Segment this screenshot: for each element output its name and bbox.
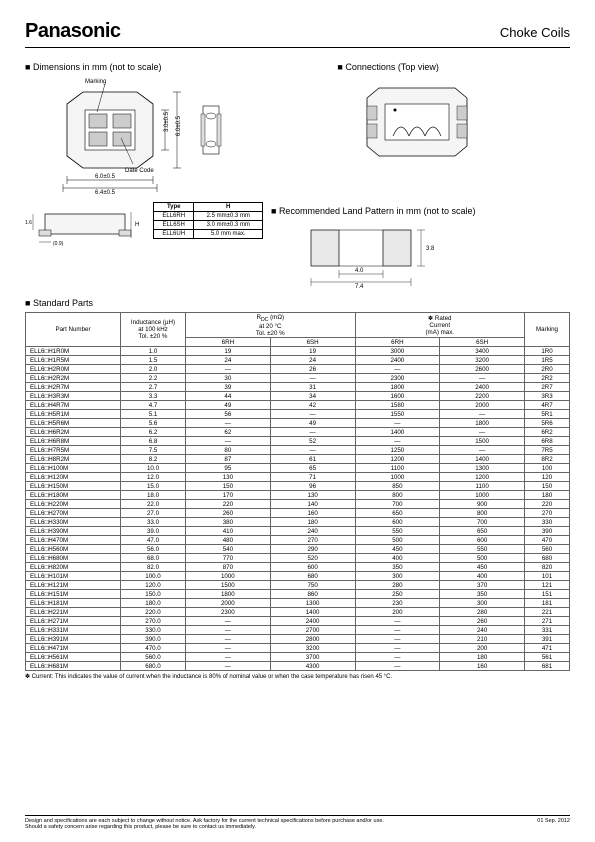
table-row: ELL6□H470M47.0480270500600470 xyxy=(26,536,570,545)
table-row: ELL6□H180M18.01701308001000180 xyxy=(26,491,570,500)
table-row: ELL6□H4R7M4.74942158020004R7 xyxy=(26,401,570,410)
table-row: ELL6□H120M12.01307110001200120 xyxy=(26,473,570,482)
col-marking: Marking xyxy=(525,313,570,347)
dim-h-outer: 6.0±0.5 xyxy=(176,115,182,136)
table-row: ELL6□H5R6M5.6—49—18005R6 xyxy=(26,419,570,428)
table-row: ELL6□H121M120.01500750280370121 xyxy=(26,581,570,590)
page-title: Choke Coils xyxy=(500,25,570,40)
land-w-inner: 4.0 xyxy=(355,268,364,274)
svg-text:H: H xyxy=(135,222,139,228)
land-h: 3.8 xyxy=(426,246,435,252)
table-row: ELL6□H5R1M5.156—1550—5R1 xyxy=(26,410,570,419)
col-inductance: Inductance (µH)at 100 kHzTol. ±20 % xyxy=(121,313,186,347)
table-row: ELL6□H151M150.01800860250350151 xyxy=(26,590,570,599)
table-row: ELL6□H561M560.0—3700—180561 xyxy=(26,653,570,662)
page-header: Panasonic Choke Coils xyxy=(25,20,570,48)
table-row: ELL6□H150M15.0150968501100150 xyxy=(26,482,570,491)
table-row: ELL6□H8R2M8.28761120014008R2 xyxy=(26,455,570,464)
current-footnote: ✽ Current: This indicates the value of c… xyxy=(25,673,570,680)
col-rated: ✽ RatedCurrent(mA) max. xyxy=(355,313,525,338)
table-row: ELL6□H560M56.0540290450550560 xyxy=(26,545,570,554)
h-dimension-table: TypeH ELL6RH2.5 mm±0.3 mm ELL6SH3.0 mm±0… xyxy=(153,202,263,239)
dim-w-outer: 6.4±0.5 xyxy=(95,190,116,196)
table-row: ELL6□H101M100.01000680300400101 xyxy=(26,572,570,581)
table-row: ELL6□H2R7M2.73931180024002R7 xyxy=(26,383,570,392)
section-dimensions: Dimensions in mm (not to scale) xyxy=(25,62,327,72)
table-row: ELL6□H471M470.0—3200—200471 xyxy=(26,644,570,653)
table-row: ELL6□H270M27.0260160650800270 xyxy=(26,509,570,518)
table-row: ELL6□H6R2M6.262—1400—6R2 xyxy=(26,428,570,437)
table-row: ELL6□H221M220.023001400200280221 xyxy=(26,608,570,617)
col-partnumber: Part Number xyxy=(26,313,121,347)
label-marking: Marking xyxy=(85,79,106,85)
col-rdc: RDC (mΩ)at 20 °CTol. ±20 % xyxy=(186,313,356,338)
side-view-diagram: H 1.6 (0.9) xyxy=(25,202,145,252)
table-row: ELL6□H100M10.0956511001300100 xyxy=(26,464,570,473)
footer-date: 01 Sep. 2012 xyxy=(527,818,570,830)
dim-w-inner: 6.0±0.5 xyxy=(95,174,116,180)
table-row: ELL6□H681M680.0—4300—160681 xyxy=(26,662,570,671)
table-row: ELL6□H220M22.0220140700900220 xyxy=(26,500,570,509)
dim-side-gap: (0.9) xyxy=(53,241,64,247)
top-dimension-diagram: Marking Date Code 6.0±0.5 6.4±0.5 3.0±0.… xyxy=(25,76,245,196)
connections-diagram xyxy=(337,76,497,176)
table-row: ELL6□H2R2M2.230—2300—2R2 xyxy=(26,374,570,383)
footer-line2: Should a safety concern arise regarding … xyxy=(25,824,527,830)
brand-logo: Panasonic xyxy=(25,20,121,43)
table-row: ELL6□H1R5M1.52424240032001R5 xyxy=(26,356,570,365)
table-row: ELL6□H3R3M3.34434160022003R3 xyxy=(26,392,570,401)
table-row: ELL6□H271M270.0—2400—260271 xyxy=(26,617,570,626)
table-row: ELL6□H181M180.020001300230300181 xyxy=(26,599,570,608)
table-row: ELL6□H391M390.0—2800—210391 xyxy=(26,635,570,644)
dim-h-inner: 3.0±0.5 xyxy=(164,111,170,132)
page-footer: Design and specifications are each subje… xyxy=(25,815,570,830)
table-row: ELL6□H331M330.0—2700—240331 xyxy=(26,626,570,635)
table-row: ELL6□H6R8M6.8—52—15006R8 xyxy=(26,437,570,446)
table-row: ELL6□H330M33.0380180600700330 xyxy=(26,518,570,527)
land-w-outer: 7.4 xyxy=(355,284,364,290)
section-connections: Connections (Top view) xyxy=(337,62,570,72)
table-row: ELL6□H820M82.0870600350450820 xyxy=(26,563,570,572)
table-row: ELL6□H680M68.0770520400500680 xyxy=(26,554,570,563)
table-row: ELL6□H1R0M1.01919300034001R0 xyxy=(26,347,570,356)
dim-side-step: 1.6 xyxy=(25,220,32,226)
table-row: ELL6□H390M39.0410240550650390 xyxy=(26,527,570,536)
section-land: Recommended Land Pattern in mm (not to s… xyxy=(271,206,570,216)
land-pattern-diagram: 3.8 4.0 7.4 xyxy=(271,220,471,290)
section-standard: Standard Parts xyxy=(25,298,570,308)
standard-parts-table: Part Number Inductance (µH)at 100 kHzTol… xyxy=(25,312,570,671)
table-row: ELL6□H2R0M2.0—26—26002R0 xyxy=(26,365,570,374)
table-row: ELL6□H7R5M7.580—1250—7R5 xyxy=(26,446,570,455)
label-datecode: Date Code xyxy=(125,168,154,174)
